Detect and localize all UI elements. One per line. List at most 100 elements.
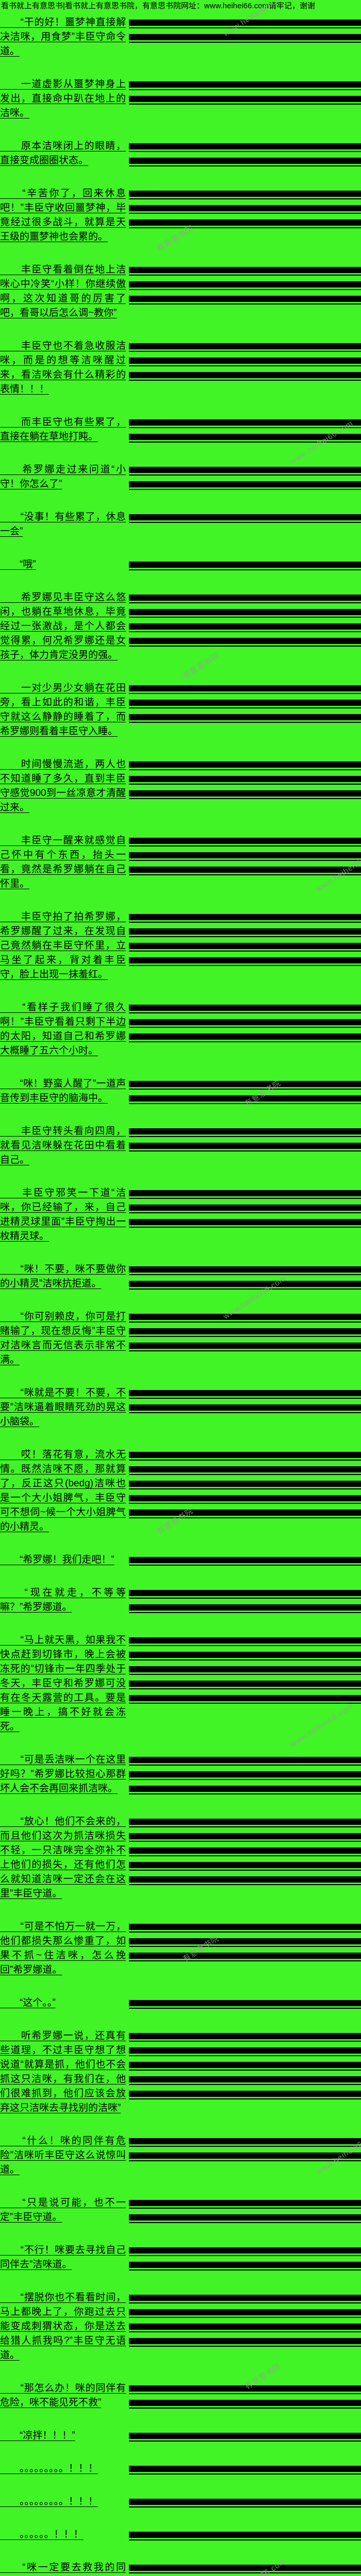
- redaction-bar: [129, 1404, 361, 1414]
- redaction-bar: [129, 1019, 361, 1028]
- redaction-bar: [129, 2200, 361, 2209]
- redaction-bars: [129, 2381, 361, 2413]
- novel-paragraph: “咪！不要，咪不要做你的小精灵”洁咪抗拒道。: [0, 1262, 361, 1291]
- redaction-bars: [129, 1753, 361, 1799]
- redaction-bar: [129, 158, 361, 167]
- redaction-bars: [129, 1077, 361, 1109]
- redaction-bars: [129, 910, 361, 985]
- paragraph-text: 丰臣守转头看向四周，就看见洁咪躲在花田中看着自己。: [0, 1126, 126, 1165]
- novel-paragraph: “可是丢洁咪一个在这里好吗？”希罗娜比较担心那群坏人会不会再回来抓洁咪。: [0, 1753, 361, 1796]
- novel-paragraph: 一对少男少女躺在花田旁，看上如此的和谐，丰臣守就这么静静的睡着了，而希罗娜则看着…: [0, 681, 361, 739]
- redaction-bar: [129, 34, 361, 43]
- redaction-bar: [129, 1390, 361, 1399]
- novel-paragraph: 丰臣守看着倒在地上洁咪心中冷笑“小样！你继续傲啊，这次知道哥的厉害了吧，看哥以后…: [0, 263, 361, 320]
- novel-paragraph: 。。。。。。。。。！！！: [0, 2462, 361, 2476]
- redaction-bar: [129, 2033, 361, 2042]
- paragraph-text: 时间慢慢流逝，两人也不知道睡了多久，直到丰臣守感觉900到一丝凉意才清醒过来。: [0, 759, 126, 813]
- paragraph-text: “咪！野蛮人醒了”一道声音传到丰臣守的脑海中。: [0, 1078, 126, 1104]
- paragraph-text: “这个。。”: [20, 1997, 56, 2008]
- redaction-bar: [129, 1452, 361, 1461]
- novel-paragraph: 丰臣守转头看向四周，就看见洁咪躲在花田中看着自己。: [0, 1124, 361, 1167]
- novel-paragraph: “那怎么办！咪的同伴有危险，咪不能见死不救”: [0, 2381, 361, 2410]
- paragraph-text: 哎！落花有意，流水无情。既然洁咪不愿，那就算了，反正这只(bedg)洁咪也是一个…: [0, 1449, 126, 1532]
- redaction-bar: [129, 1652, 361, 1661]
- redaction-bar: [129, 267, 361, 276]
- redaction-bar: [129, 1266, 361, 1276]
- novel-paragraph: 哎！落花有意，流水无情。既然洁咪不愿，那就算了，反正这只(bedg)洁咪也是一个…: [0, 1448, 361, 1534]
- redaction-bar: [129, 2000, 361, 2009]
- novel-paragraph: 时间慢慢流逝，两人也不知道睡了多久，直到丰臣守感觉900到一丝凉意才清醒过来。: [0, 757, 361, 815]
- redaction-bar: [129, 2138, 361, 2147]
- redaction-bars: [129, 339, 361, 400]
- redaction-bar: [129, 2295, 361, 2304]
- redaction-bar: [129, 957, 361, 967]
- redaction-bar: [129, 2091, 361, 2100]
- redaction-bar: [129, 638, 361, 647]
- paragraph-text: “那怎么办！咪的同伴有危险，咪不能见死不救”: [0, 2383, 126, 2408]
- redaction-bar: [129, 2324, 361, 2333]
- redaction-bar: [129, 623, 361, 633]
- redaction-bar: [129, 281, 361, 291]
- paragraph-text: “摆脱你也不看看时间，马上都晚上了，你跑过去只能变成刺猬状态，你是送去给猎人抓我…: [0, 2292, 126, 2361]
- redaction-bar: [129, 96, 361, 105]
- redaction-bar: [129, 343, 361, 352]
- redaction-bars: [129, 2429, 361, 2446]
- redaction-bar: [129, 1924, 361, 1933]
- paragraph-text: 希罗娜走过来问道“小守！你怎么了”: [0, 464, 126, 489]
- redaction-bar: [129, 1590, 361, 1599]
- redaction-bars: [129, 834, 361, 894]
- redaction-bars: [129, 1633, 361, 1737]
- novel-paragraph: “这个。。”: [0, 1996, 361, 2010]
- redaction-bar: [129, 2565, 361, 2574]
- novel-paragraph: 原本洁咪闭上的眼睛，直接变成圈圈状态。: [0, 139, 361, 168]
- redaction-bar: [129, 2153, 361, 2162]
- redaction-bar: [129, 1343, 361, 1352]
- redaction-bar: [129, 2385, 361, 2395]
- novel-paragraph: “你可别赖皮，你可是打赌输了，现在想反悔”丰臣守对洁咪言而无信表示非常不满。: [0, 1310, 361, 1367]
- redaction-bar: [129, 1786, 361, 1795]
- paragraph-text: “干的好！噩梦神直接解决洁咪，用食梦”丰臣守命令道。: [0, 17, 126, 57]
- redaction-bar: [129, 1848, 361, 1857]
- paragraph-text: 。。。。。。。。。！！！: [20, 2463, 99, 2474]
- novel-paragraph: “希罗娜！我们走吧！”: [0, 1553, 361, 1567]
- novel-paragraph: “马上就天黑，如果我不快点赶到切锋市，晚上会被冻死的”切锋市一年四季处于冬天，丰…: [0, 1633, 361, 1734]
- redaction-bars: [129, 2495, 361, 2512]
- redaction-bar: [129, 761, 361, 771]
- redaction-bar: [129, 776, 361, 785]
- paragraph-text: “咪一定要去救我的同伴”说着洁咪就自己飞走了！！！: [22, 2562, 126, 2573]
- novel-paragraph: 一道虚影从噩梦神身上发出，直接命中趴在地上的洁咪。: [0, 77, 361, 121]
- redaction-bar: [129, 1666, 361, 1675]
- redaction-bar: [129, 1205, 361, 1214]
- paragraph-text: “不行！咪要去寻找自己同伴去”洁咪道。: [0, 2245, 126, 2270]
- novel-paragraph: “没事！有些累了，休息一会”: [0, 510, 361, 539]
- redaction-bar: [129, 514, 361, 523]
- redaction-bar: [129, 481, 361, 490]
- redaction-bar: [129, 1637, 361, 1647]
- redaction-bar: [129, 358, 361, 367]
- paragraph-text: “咪就是不要！不要，不要”洁咪逼着眼睛死劲的晃这小脑袋。: [0, 1387, 126, 1427]
- redaction-bar: [129, 1557, 361, 1566]
- novel-paragraph: “干的好！噩梦神直接解决洁咪，用食梦”丰臣守命令道。: [0, 15, 361, 59]
- novel-paragraph: “哦”: [0, 557, 361, 572]
- redaction-bar: [129, 2076, 361, 2086]
- redaction-bar: [129, 943, 361, 952]
- redaction-bars: [129, 557, 361, 575]
- paragraph-text: “什么！咪的同伴有危险”洁咪听丰臣守这么说惊叫道。: [0, 2136, 126, 2175]
- redaction-bar: [129, 1604, 361, 1614]
- paragraph-text: 原本洁咪闭上的眼睛，直接变成圈圈状态。: [0, 141, 126, 166]
- paragraph-text: 而丰臣守也有些累了，直接在躺在草地打盹。: [0, 417, 126, 442]
- paragraph-text: “凉拌！！！”: [20, 2430, 75, 2441]
- novel-paragraph: 而丰臣守也有些累了，直接在躺在草地打盹。: [0, 415, 361, 444]
- novel-paragraph: 听希罗娜一说，还真有些道理，不过丰臣守想了想说道“就算是抓，他们也不会抓这只洁咪…: [0, 2029, 361, 2115]
- redaction-bar: [129, 467, 361, 476]
- paragraph-text: 丰臣守一醒来就感觉自己怀中有个东西，抬头一看，竟然是希罗娜躺在自己怀里。: [0, 835, 126, 889]
- redaction-bar: [129, 20, 361, 29]
- redaction-bar: [129, 2400, 361, 2409]
- redaction-bars: [129, 1001, 361, 1061]
- redaction-bar: [129, 1938, 361, 1947]
- novel-paragraph: 丰臣守拍了拍希罗娜，希罗娜醒了过来，在发现自己竟然躺在丰臣守怀里，立马坐了起来，…: [0, 910, 361, 982]
- novel-paragraph: “只是说可能，也不一定”丰臣守道。: [0, 2196, 361, 2225]
- paragraph-text: “现在就走，不等等嘛？”希罗娜道。: [0, 1587, 126, 1613]
- novel-paragraph: 希罗娜走过来问道“小守！你怎么了”: [0, 463, 361, 492]
- novel-paragraph: 丰臣守也不着急收服洁咪，而是的想等洁咪醒过来，看洁咪会有什么精彩的表情！！！: [0, 339, 361, 397]
